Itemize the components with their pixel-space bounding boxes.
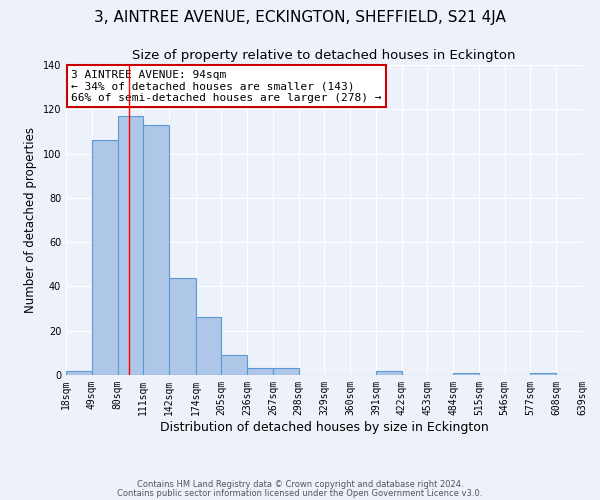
Text: Contains public sector information licensed under the Open Government Licence v3: Contains public sector information licen… [118, 489, 482, 498]
Bar [273, 368, 299, 375]
Bar [530, 373, 556, 375]
Bar [118, 116, 143, 375]
Bar [376, 370, 401, 375]
Bar [247, 368, 273, 375]
Text: 3, AINTREE AVENUE, ECKINGTON, SHEFFIELD, S21 4JA: 3, AINTREE AVENUE, ECKINGTON, SHEFFIELD,… [94, 10, 506, 25]
Text: Contains HM Land Registry data © Crown copyright and database right 2024.: Contains HM Land Registry data © Crown c… [137, 480, 463, 489]
Bar [169, 278, 196, 375]
Bar [143, 125, 169, 375]
Title: Size of property relative to detached houses in Eckington: Size of property relative to detached ho… [132, 50, 516, 62]
X-axis label: Distribution of detached houses by size in Eckington: Distribution of detached houses by size … [160, 420, 488, 434]
Y-axis label: Number of detached properties: Number of detached properties [24, 127, 37, 313]
Bar [221, 355, 247, 375]
Text: 3 AINTREE AVENUE: 94sqm
← 34% of detached houses are smaller (143)
66% of semi-d: 3 AINTREE AVENUE: 94sqm ← 34% of detache… [71, 70, 382, 103]
Bar [92, 140, 118, 375]
Bar [453, 373, 479, 375]
Bar [196, 318, 221, 375]
Bar [66, 370, 92, 375]
